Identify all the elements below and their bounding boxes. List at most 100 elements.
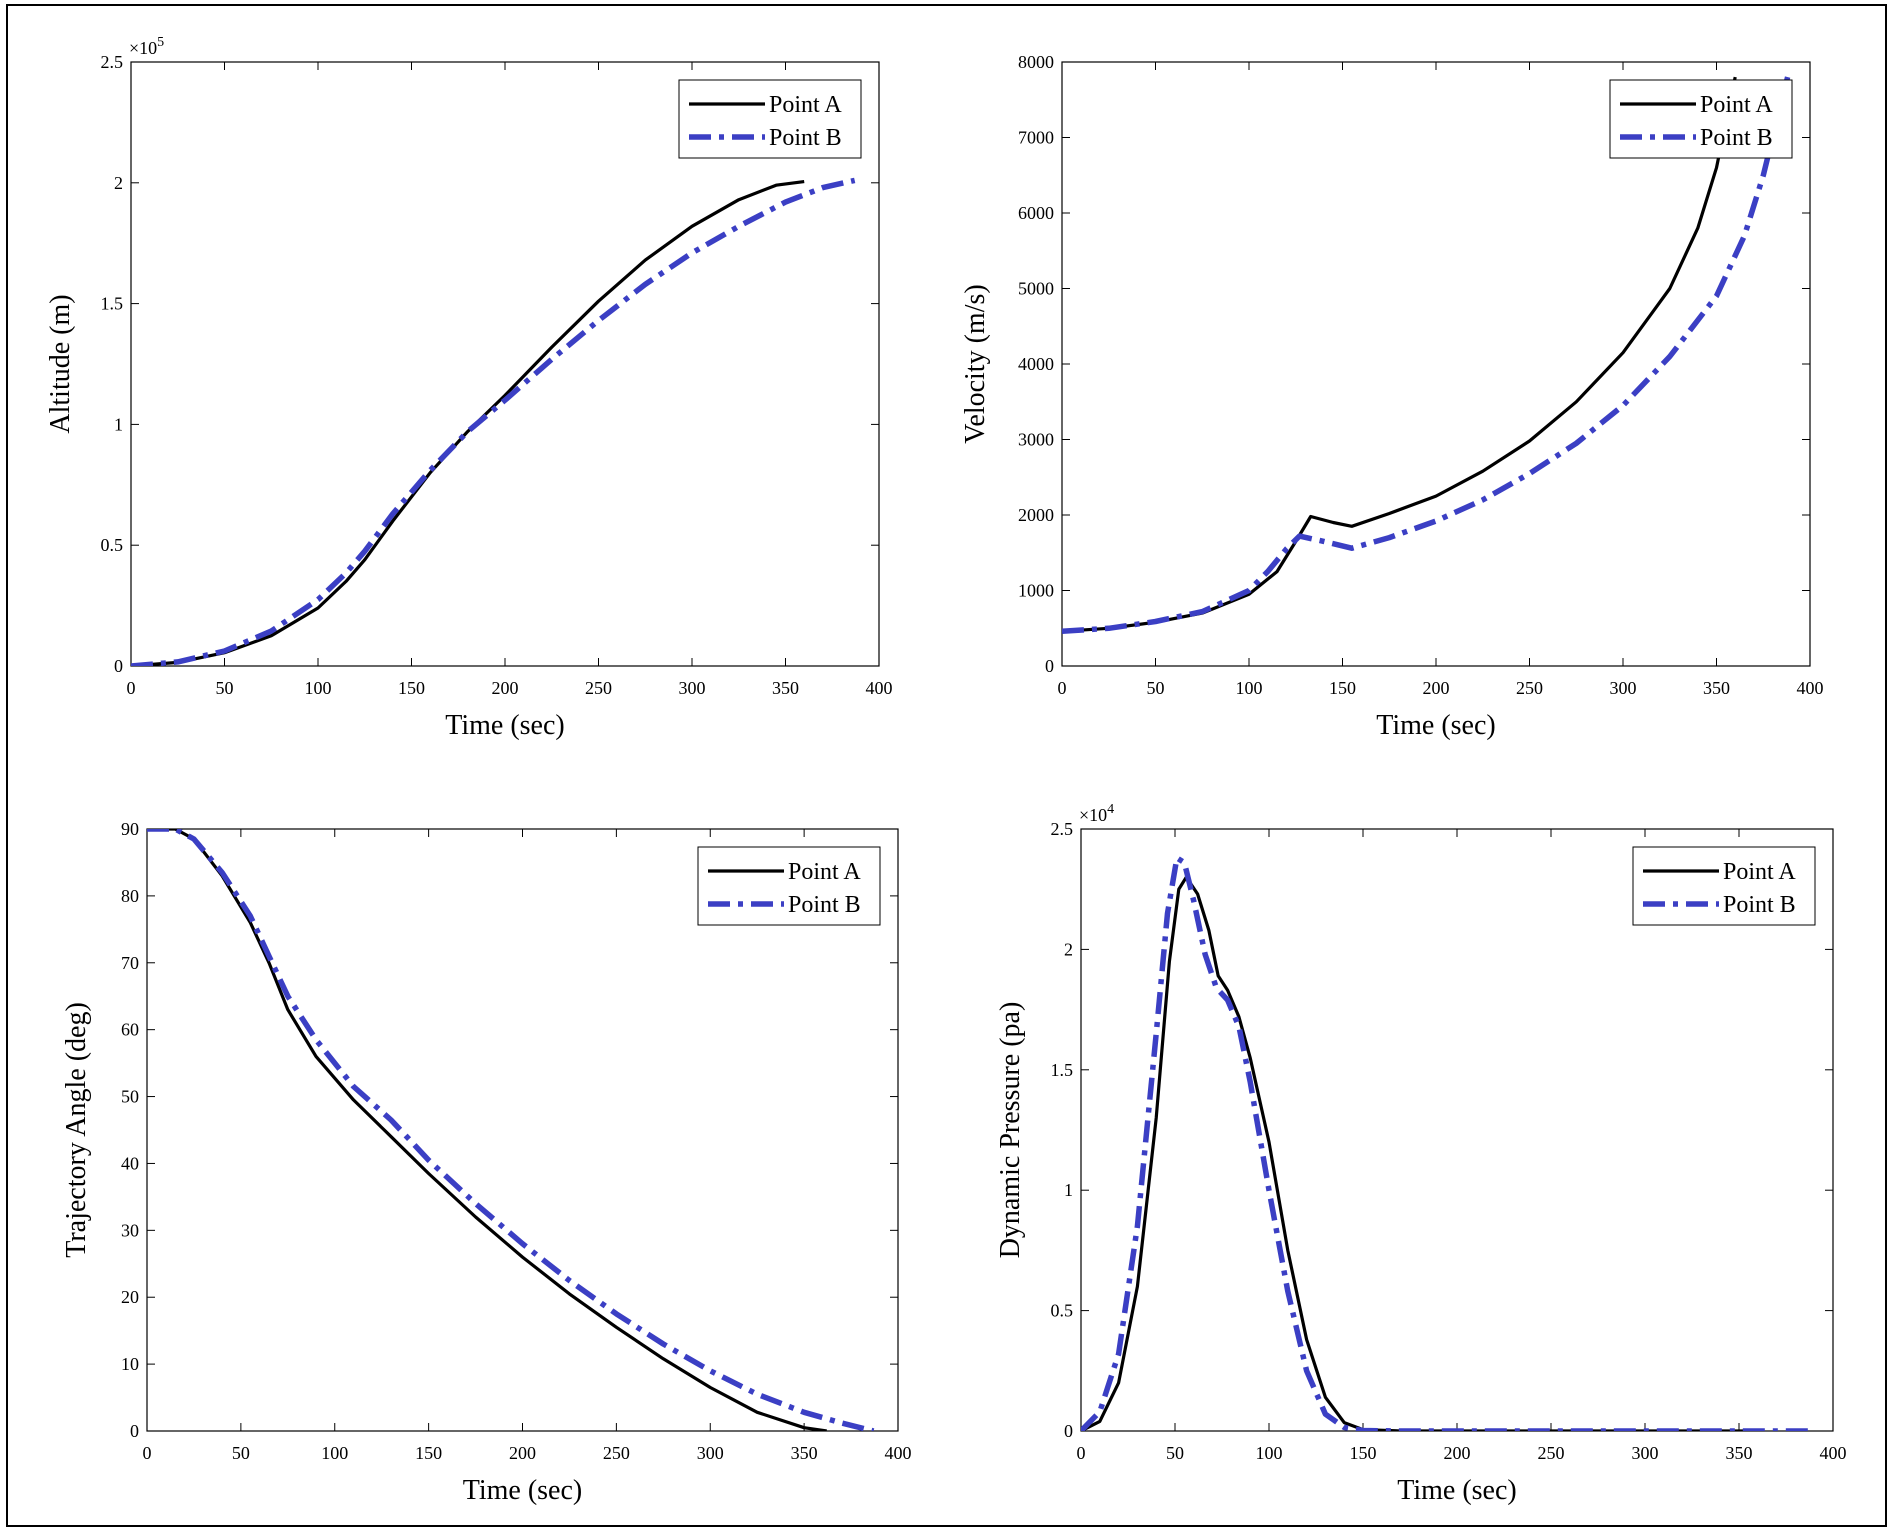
x-tick-label: 400	[885, 1443, 912, 1463]
x-tick-label: 250	[603, 1443, 630, 1463]
y-tick-label: 2	[114, 173, 123, 193]
x-tick-label: 0	[1058, 678, 1067, 698]
y-tick-label: 10	[121, 1354, 139, 1374]
chart-panel-2: 0 50 100 150 200 250 300 350 4000100020003000400…	[960, 52, 1824, 741]
legend-box	[1609, 79, 1793, 159]
x-tick-label: 200	[492, 678, 519, 698]
y-tick-label: 60	[121, 1020, 139, 1040]
x-tick-label: 100	[321, 1443, 348, 1463]
y-multiplier-label: ×104	[1079, 802, 1114, 825]
y-tick-label: 0	[130, 1421, 139, 1441]
legend: Point A Point B	[697, 846, 881, 926]
legend-label: Point B	[1700, 125, 1773, 151]
x-tick-label: 250	[585, 678, 612, 698]
x-axis-label: Time (sec)	[1397, 1475, 1517, 1506]
chart-panel-3: 0 50 100 150 200 250 300 350 400 0 10 20 30 40 50 60 70 8…	[61, 819, 912, 1506]
x-tick-label: 250	[1516, 678, 1543, 698]
y-tick-label: 3000	[1018, 430, 1054, 450]
plot-area	[1080, 828, 1834, 1432]
y-tick-label: 80	[121, 886, 139, 906]
x-tick-label: 100	[1236, 678, 1263, 698]
x-tick-label: 400	[866, 678, 893, 698]
y-tick-label: 50	[121, 1087, 139, 1107]
y-tick-label: 2000	[1018, 505, 1054, 525]
y-tick-label: 7000	[1018, 128, 1054, 148]
y-axis-label: Velocity (m/s)	[960, 284, 991, 443]
legend-label: Point A	[1723, 859, 1796, 885]
y-tick-label: 6000	[1018, 203, 1054, 223]
y-tick-label: 20	[121, 1287, 139, 1307]
x-tick-label: 300	[1632, 1443, 1659, 1463]
legend-label: Point A	[788, 859, 861, 885]
y-multiplier-label: ×105	[129, 35, 164, 58]
x-tick-label: 0	[127, 678, 136, 698]
x-tick-label: 350	[1703, 678, 1730, 698]
series-line-point-b	[131, 177, 856, 666]
x-tick-label: 150	[398, 678, 425, 698]
y-tick-label: 5000	[1018, 279, 1054, 299]
x-tick-label: 50	[232, 1443, 250, 1463]
x-tick-label: 300	[697, 1443, 724, 1463]
x-tick-label: 300	[1610, 678, 1637, 698]
x-tick-label: 100	[1256, 1443, 1283, 1463]
y-tick-label: 0	[1045, 656, 1054, 676]
x-tick-label: 150	[1329, 678, 1356, 698]
series-line-point-b	[1081, 855, 1809, 1431]
x-tick-label: 50	[1147, 678, 1165, 698]
plot-area	[146, 828, 899, 1432]
x-axis-label: Time (sec)	[1376, 710, 1496, 741]
y-tick-label: 40	[121, 1153, 139, 1173]
series-line-point-a	[1081, 875, 1758, 1431]
x-tick-label: 0	[1077, 1443, 1086, 1463]
x-tick-label: 400	[1820, 1443, 1847, 1463]
y-tick-label: 8000	[1018, 52, 1054, 72]
y-tick-label: 30	[121, 1220, 139, 1240]
x-tick-label: 150	[415, 1443, 442, 1463]
legend: Point A Point B	[1609, 79, 1793, 159]
y-tick-label: 0	[114, 656, 123, 676]
chart-panel-4: 0 50 100 150 200 250 300 350 400 0 0.5 1 1.5 2 2.5×104…	[995, 802, 1847, 1506]
legend: Point A Point B	[1632, 846, 1816, 926]
x-tick-label: 200	[1444, 1443, 1471, 1463]
legend-box	[697, 846, 881, 926]
y-tick-label: 90	[121, 819, 139, 839]
y-axis-label: Altitude (m)	[45, 294, 76, 433]
y-tick-label: 1.5	[101, 294, 124, 314]
x-tick-label: 0	[143, 1443, 152, 1463]
y-tick-label: 1	[1064, 1180, 1073, 1200]
y-tick-label: 70	[121, 953, 139, 973]
plot-area	[1061, 61, 1811, 667]
x-tick-label: 400	[1797, 678, 1824, 698]
x-tick-label: 250	[1538, 1443, 1565, 1463]
x-tick-label: 50	[1166, 1443, 1184, 1463]
y-tick-label: 0.5	[101, 535, 124, 555]
y-tick-label: 2.5	[1051, 819, 1074, 839]
y-axis-label: Dynamic Pressure (pa)	[995, 1002, 1026, 1259]
y-tick-label: 1	[114, 414, 123, 434]
legend-box	[1632, 846, 1816, 926]
x-tick-label: 100	[305, 678, 332, 698]
y-axis-label: Trajectory Angle (deg)	[61, 1002, 92, 1258]
x-tick-label: 200	[1423, 678, 1450, 698]
legend: Point A Point B	[678, 79, 862, 159]
x-tick-label: 350	[791, 1443, 818, 1463]
series-line-point-b	[147, 829, 875, 1431]
legend-label: Point A	[1700, 92, 1773, 118]
x-tick-label: 350	[772, 678, 799, 698]
legend-label: Point A	[769, 92, 842, 118]
y-tick-label: 0	[1064, 1421, 1073, 1441]
y-tick-label: 1000	[1018, 581, 1054, 601]
y-tick-label: 4000	[1018, 354, 1054, 374]
x-tick-label: 300	[679, 678, 706, 698]
x-tick-label: 50	[216, 678, 234, 698]
legend-label: Point B	[788, 892, 861, 918]
chart-panel-1: 0 50 100 150 200 250 300 350 400 0 0.5 1 1.5 2 2.5×105…	[45, 35, 893, 741]
x-axis-label: Time (sec)	[445, 710, 565, 741]
legend-label: Point B	[769, 125, 842, 151]
x-tick-label: 200	[509, 1443, 536, 1463]
x-tick-label: 350	[1726, 1443, 1753, 1463]
y-tick-label: 1.5	[1051, 1060, 1074, 1080]
legend-box	[678, 79, 862, 159]
series-line-point-b	[1062, 76, 1791, 635]
